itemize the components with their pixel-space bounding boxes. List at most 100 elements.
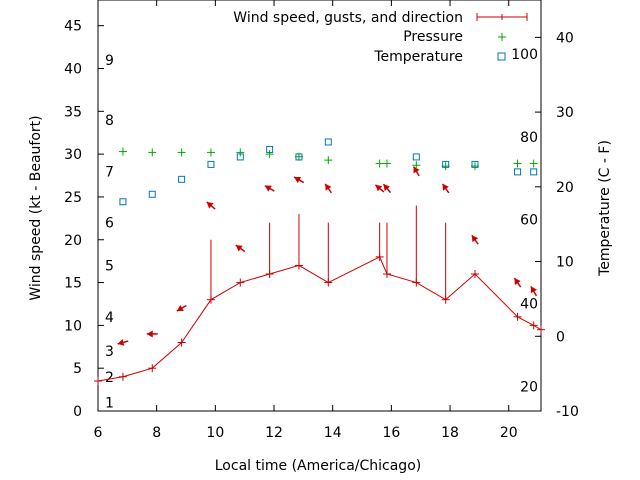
wind-direction-arrow <box>235 244 246 253</box>
arrow-head <box>146 330 153 338</box>
arrow-head <box>375 184 383 192</box>
x-tick-label: 20 <box>500 425 518 441</box>
arrow-head <box>530 286 537 294</box>
beaufort-label: 3 <box>105 344 114 360</box>
y-left-axis-ticks: 0 5 10 15 20 25 30 35 40 45 <box>64 19 104 420</box>
x-tick-label: 6 <box>94 425 103 441</box>
pressure-point <box>412 161 421 170</box>
pressure-point <box>529 159 538 168</box>
legend-label-pressure: Pressure <box>403 29 463 45</box>
wind-direction-arrows <box>117 166 538 346</box>
x-axis-ticks: 6 8 10 12 14 16 18 20 <box>94 0 518 441</box>
wind-speed-point <box>375 252 384 261</box>
y-right-axis-ticks: -10 0 10 20 30 40 <box>535 30 579 420</box>
pressure-point <box>177 148 186 157</box>
wind-speed-point <box>206 295 215 304</box>
y-left-tick-label: 10 <box>64 318 82 334</box>
pressure-point <box>118 147 127 156</box>
x-tick-label: 8 <box>152 425 161 441</box>
beaufort-label: 6 <box>105 216 114 232</box>
pressure-point <box>375 159 384 168</box>
pressure-point <box>236 148 245 157</box>
temperature-point <box>442 160 450 168</box>
beaufort-label: 4 <box>105 310 114 326</box>
y-right-tick-label: 20 <box>556 180 574 196</box>
temperature-point <box>412 153 420 161</box>
pressure-point <box>265 150 274 159</box>
wind-speed-point <box>148 364 157 373</box>
beaufort-label: 7 <box>105 164 114 180</box>
x-tick-label: 16 <box>382 425 400 441</box>
y-left-tick-label: 45 <box>64 19 82 35</box>
y-right-tick-label: 30 <box>556 105 574 121</box>
fahrenheit-labels: 20 40 60 80 100 <box>511 47 538 396</box>
arrow-head <box>442 183 449 191</box>
temperature-point <box>207 160 215 168</box>
y-right-tick-label: 0 <box>556 329 565 345</box>
y-left-tick-label: 15 <box>64 276 82 292</box>
y-right-tick-label: -10 <box>556 404 579 420</box>
wind-speed-point <box>513 312 522 321</box>
wind-speed-point <box>529 321 538 330</box>
temperature-point <box>148 190 156 198</box>
temperature-point <box>266 145 274 153</box>
fahrenheit-label: 100 <box>511 47 538 63</box>
wind-direction-arrow <box>293 176 305 184</box>
wind-speed-point <box>412 278 421 287</box>
y-left-tick-label: 25 <box>64 190 82 206</box>
pressure-point <box>206 148 215 157</box>
wind-direction-arrow <box>471 234 479 245</box>
pressure-series <box>118 147 538 171</box>
x-tick-label: 18 <box>441 425 459 441</box>
temperature-point <box>295 153 303 161</box>
arrow-head <box>413 166 420 174</box>
fahrenheit-label: 60 <box>520 213 538 229</box>
temperature-point <box>530 168 538 176</box>
wind-direction-arrow <box>412 166 420 177</box>
wind-direction-arrow <box>146 330 158 338</box>
wind-direction-arrow <box>513 277 522 288</box>
gust-bars <box>210 205 447 300</box>
legend-marker-temperature <box>497 52 506 61</box>
fahrenheit-label: 40 <box>520 296 538 312</box>
temperature-point <box>324 138 332 146</box>
wind-speed-series <box>94 252 545 386</box>
y-left-tick-label: 0 <box>73 404 82 420</box>
arrow-head <box>117 338 125 346</box>
arrow-head <box>264 185 272 192</box>
beaufort-label: 2 <box>105 370 114 386</box>
wind-direction-arrow <box>382 183 392 194</box>
fahrenheit-label: 20 <box>520 379 538 395</box>
arrow-head <box>176 304 184 312</box>
x-tick-label: 14 <box>324 425 342 441</box>
fahrenheit-label: 80 <box>520 130 538 146</box>
pressure-point <box>148 148 157 157</box>
legend-label-temperature: Temperature <box>373 49 463 65</box>
temperature-point <box>236 153 244 161</box>
x-axis-label: Local time (America/Chicago) <box>215 458 421 474</box>
beaufort-label: 9 <box>105 53 114 69</box>
pressure-point <box>382 159 391 168</box>
temperature-point <box>514 168 522 176</box>
wind-speed-point <box>537 325 545 334</box>
temperature-point <box>119 198 127 206</box>
plot-area-frame <box>97 0 542 412</box>
wind-direction-arrow <box>117 338 129 346</box>
wind-speed-point <box>265 270 274 278</box>
arrow-head <box>235 245 243 252</box>
pressure-point <box>513 159 522 168</box>
wind-speed-point <box>118 372 127 381</box>
wind-speed-point <box>324 278 333 287</box>
wind-speed-point <box>177 338 186 347</box>
y-right-tick-label: 40 <box>556 30 574 46</box>
y-left-tick-label: 20 <box>64 233 82 249</box>
beaufort-label: 5 <box>105 258 114 274</box>
wind-direction-arrow <box>206 201 216 210</box>
arrow-head <box>383 184 390 192</box>
beaufort-label: 1 <box>105 395 114 411</box>
wind-speed-point <box>94 377 102 386</box>
legend-marker-pressure <box>498 33 506 41</box>
wind-direction-arrow <box>374 184 385 193</box>
y-right-tick-label: 10 <box>556 255 574 271</box>
